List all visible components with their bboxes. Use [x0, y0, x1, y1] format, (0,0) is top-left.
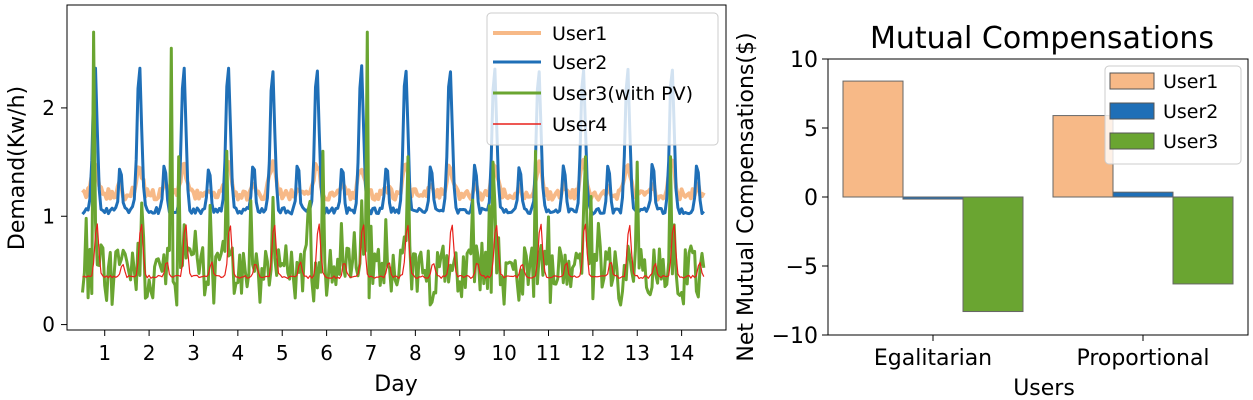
demand-legend: User1 User2 User3(with PV) User4 [486, 12, 719, 146]
bar-user1-egalitarian [842, 80, 904, 198]
legend-label-user3: User3(with PV) [552, 83, 693, 105]
compensation-legend: User1 User2 User3 [1104, 65, 1242, 165]
series-line-user2 [81, 64, 705, 216]
compensation-y-axis-label: Net Mutual Compensations($) [734, 32, 759, 361]
legend-patch-user2 [1109, 102, 1155, 120]
demand-x-tick-label: 6 [320, 341, 333, 365]
demand-y-tick-label: 1 [42, 204, 55, 228]
compensation-y-tick-label: 10 [790, 48, 818, 73]
legend-label-user1: User1 [1163, 71, 1218, 93]
bar-user3-proportional [1172, 196, 1234, 285]
demand-plot-frame [66, 4, 727, 331]
legend-label-user4: User4 [552, 114, 607, 136]
demand-y-axis-label: Demand(Kw/h) [5, 86, 30, 250]
demand-x-tick-label: 3 [187, 341, 200, 365]
demand-x-tick-label: 11 [536, 341, 561, 365]
bar-user2-egalitarian [902, 196, 964, 200]
demand-x-tick-label: 4 [231, 341, 244, 365]
legend-label-user2: User2 [1163, 101, 1218, 123]
demand-x-ticks: 1 2 3 4 5 6 7 8 9 10 11 12 13 14 [98, 330, 694, 365]
demand-line-chart: 1 2 3 4 5 6 7 8 9 10 11 12 13 14 012 Day Demand(Kw/h)… [5, 4, 727, 397]
compensation-chart-title: Mutual Compensations [870, 21, 1214, 56]
legend-label-user2: User2 [552, 52, 607, 74]
demand-x-tick-label: 12 [580, 341, 605, 365]
series-line-user4 [82, 223, 705, 280]
demand-y-tick-label: 2 [42, 96, 55, 120]
compensation-y-ticks: −10 −5 0 5 10 [772, 48, 828, 349]
compensation-x-tick-label: Egalitarian [874, 346, 992, 371]
legend-patch-user3 [1109, 132, 1155, 150]
demand-x-tick-label: 14 [669, 341, 694, 365]
demand-series-lines [81, 30, 706, 307]
demand-x-tick-label: 9 [453, 341, 466, 365]
demand-x-axis-label: Day [374, 372, 417, 397]
demand-y-ticks: 0 1 2 [42, 96, 67, 337]
compensation-bar-chart: Mutual Compensations −10 −5 0 5 10 Egalitari… [734, 21, 1249, 400]
demand-x-tick-label: 7 [365, 341, 378, 365]
compensation-y-tick-label: −5 [786, 255, 818, 280]
compensation-x-ticks: Egalitarian Proportional [874, 335, 1210, 371]
demand-x-tick-label: 1 [98, 341, 111, 365]
compensation-bars [842, 80, 1234, 313]
bar-user2-proportional [1112, 191, 1174, 198]
compensation-y-tick-label: 5 [804, 117, 818, 142]
bar-user3-egalitarian [962, 196, 1024, 313]
demand-x-tick-label: 2 [143, 341, 156, 365]
demand-x-tick-label: 10 [491, 341, 516, 365]
demand-legend-box [486, 12, 719, 146]
series-line-user3 [81, 30, 706, 307]
compensation-y-tick-label: −10 [772, 324, 818, 349]
bar-user1-proportional [1052, 115, 1114, 198]
compensation-y-tick-label: 0 [804, 186, 818, 211]
legend-patch-user1 [1109, 72, 1155, 90]
demand-y-tick-label: 0 [42, 313, 55, 337]
demand-x-tick-label: 5 [276, 341, 289, 365]
compensation-x-tick-label: Proportional [1076, 346, 1209, 371]
legend-label-user3: User3 [1163, 131, 1218, 153]
demand-x-tick-label: 13 [625, 341, 650, 365]
compensation-x-axis-label: Users [1013, 376, 1075, 400]
legend-label-user1: User1 [552, 23, 607, 45]
demand-x-tick-label: 8 [409, 341, 422, 365]
